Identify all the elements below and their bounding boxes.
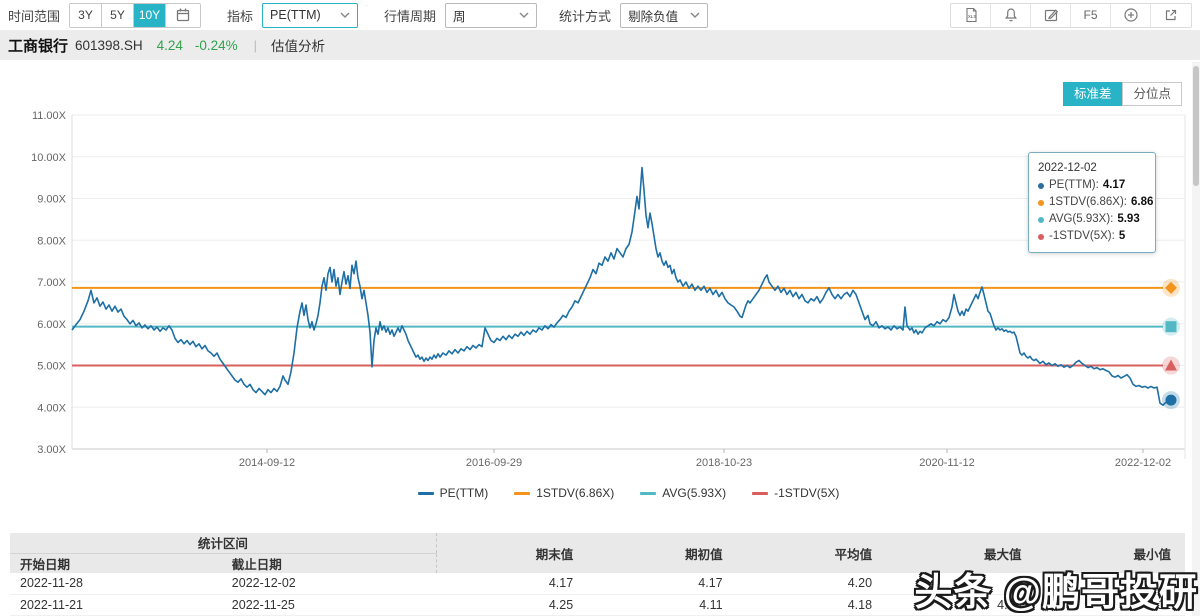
table-cell: 2022-11-28 bbox=[10, 573, 222, 594]
stock-code: 601398.SH bbox=[75, 38, 143, 53]
svg-text:2018-10-23: 2018-10-23 bbox=[696, 457, 752, 469]
time-range-label: 时间范围 bbox=[8, 6, 60, 25]
svg-text:2020-11-12: 2020-11-12 bbox=[919, 457, 974, 469]
svg-text:5.00X: 5.00X bbox=[37, 361, 66, 373]
tooltip-row-pe: PE(TTM): 4.17 bbox=[1038, 177, 1146, 194]
legend-item-stdv-minus[interactable]: -1STDV(5X) bbox=[752, 486, 839, 500]
period-label: 行情周期 bbox=[384, 6, 436, 25]
svg-text:4.00X: 4.00X bbox=[37, 402, 66, 414]
pe-dot-icon bbox=[1038, 183, 1044, 189]
stock-info-bar: 工商银行 601398.SH 4.24 -0.24% | 估值分析 bbox=[0, 30, 1200, 60]
column-header-4: 平均值 bbox=[737, 533, 886, 573]
column-header-2: 期末值 bbox=[436, 533, 587, 573]
indicator-label: 指标 bbox=[227, 6, 253, 25]
table-cell: 4.17 bbox=[436, 573, 587, 594]
stock-name: 工商银行 bbox=[8, 35, 68, 56]
vertical-scrollbar[interactable] bbox=[1192, 62, 1200, 616]
legend-item-stdv-plus[interactable]: 1STDV(6.86X) bbox=[514, 486, 614, 500]
table-cell: 4.17 bbox=[587, 573, 736, 594]
indicator-select[interactable]: PE(TTM) bbox=[262, 3, 358, 28]
calendar-button[interactable] bbox=[166, 4, 200, 27]
stat-method-value: 剔除负值 bbox=[628, 6, 678, 25]
edit-pencil-icon bbox=[1043, 7, 1059, 23]
range-button-5y[interactable]: 5Y bbox=[102, 4, 134, 27]
tooltip-row-stdv-plus: 1STDV(6.86X): 6.86 bbox=[1038, 194, 1146, 211]
stock-price: 4.24 bbox=[157, 38, 183, 53]
toggle-standard-deviation[interactable]: 标准差 bbox=[1063, 82, 1123, 106]
column-header-3: 期初值 bbox=[587, 533, 736, 573]
table-cell: 4.20 bbox=[737, 573, 886, 594]
tooltip-row-avg: AVG(5.93X): 5.93 bbox=[1038, 211, 1146, 228]
pe-valuation-chart[interactable]: 11.00X 10.00X 9.00X 8.00X 7.00X 6.00X 5.00X 4.0… bbox=[0, 60, 1200, 525]
alert-button[interactable] bbox=[991, 4, 1031, 27]
tooltip-date: 2022-12-02 bbox=[1038, 160, 1146, 177]
range-button-3y[interactable]: 3Y bbox=[70, 4, 102, 27]
svg-text:9.00X: 9.00X bbox=[37, 194, 66, 206]
external-link-icon bbox=[1163, 7, 1179, 23]
stat-interval-group-header: 统计区间 bbox=[10, 533, 436, 553]
legend-item-pe[interactable]: PE(TTM) bbox=[418, 486, 489, 500]
chart-legend: PE(TTM) 1STDV(6.86X) AVG(5.93X) -1STDV(5… bbox=[72, 486, 1185, 500]
avg-line-swatch bbox=[640, 492, 656, 495]
svg-text:2016-09-29: 2016-09-29 bbox=[466, 457, 522, 469]
chevron-down-icon bbox=[340, 12, 350, 18]
stdv-plus-dot-icon bbox=[1038, 200, 1044, 206]
stdv-minus-dot-icon bbox=[1038, 234, 1044, 240]
refresh-f5-button[interactable]: F5 bbox=[1071, 4, 1111, 27]
edit-button[interactable] bbox=[1031, 4, 1071, 27]
scrollbar-thumb[interactable] bbox=[1193, 66, 1199, 186]
stdv-minus-line-swatch bbox=[752, 492, 768, 495]
svg-text:2014-09-12: 2014-09-12 bbox=[239, 457, 295, 469]
column-header-1: 截止日期 bbox=[222, 553, 437, 573]
tooltip-row-stdv-minus: -1STDV(5X): 5 bbox=[1038, 228, 1146, 245]
divider: | bbox=[254, 38, 257, 53]
legend-item-avg[interactable]: AVG(5.93X) bbox=[640, 486, 726, 500]
chevron-down-icon bbox=[690, 12, 700, 18]
xls-file-icon: XLS bbox=[963, 7, 979, 23]
stat-method-label: 统计方式 bbox=[559, 6, 611, 25]
svg-text:7.00X: 7.00X bbox=[37, 277, 66, 289]
stock-change-percent: -0.24% bbox=[195, 38, 238, 53]
chart-mode-toggle: 标准差 分位点 bbox=[1063, 82, 1182, 106]
valuation-chart-area[interactable]: 11.00X 10.00X 9.00X 8.00X 7.00X 6.00X 5.00X 4.0… bbox=[0, 60, 1200, 525]
table-cell: 4.25 bbox=[436, 594, 587, 615]
top-toolbar: 时间范围 3Y 5Y 10Y 指标 PE(TTM) 行情周期 周 统计方式 剔除… bbox=[0, 0, 1200, 30]
svg-text:XLS: XLS bbox=[968, 14, 976, 19]
svg-text:10.00X: 10.00X bbox=[31, 152, 67, 164]
svg-text:3.00X: 3.00X bbox=[37, 444, 66, 456]
bell-icon bbox=[1003, 7, 1019, 23]
chevron-down-icon bbox=[519, 12, 529, 18]
table-cell: 2022-11-21 bbox=[10, 594, 222, 615]
plus-circle-icon bbox=[1123, 7, 1139, 23]
toolbar-icon-bar: XLS F5 bbox=[950, 3, 1192, 28]
open-external-button[interactable] bbox=[1151, 4, 1191, 27]
period-value: 周 bbox=[453, 6, 466, 25]
toggle-percentile[interactable]: 分位点 bbox=[1122, 82, 1182, 106]
calendar-icon bbox=[175, 7, 191, 23]
svg-text:2022-12-02: 2022-12-02 bbox=[1115, 457, 1171, 469]
stdv-plus-line-swatch bbox=[514, 492, 530, 495]
range-button-10y[interactable]: 10Y bbox=[134, 4, 166, 27]
export-xls-button[interactable]: XLS bbox=[951, 4, 991, 27]
pe-line-swatch bbox=[418, 492, 434, 495]
time-range-button-group: 3Y 5Y 10Y bbox=[69, 3, 201, 28]
svg-text:11.00X: 11.00X bbox=[32, 110, 67, 122]
add-button[interactable] bbox=[1111, 4, 1151, 27]
table-cell: 4.18 bbox=[737, 594, 886, 615]
watermark: 头条 @鹏哥投研 bbox=[914, 561, 1198, 616]
avg-dot-icon bbox=[1038, 217, 1044, 223]
table-cell: 2022-12-02 bbox=[222, 573, 437, 594]
table-cell: 2022-11-25 bbox=[222, 594, 437, 615]
tab-valuation-analysis[interactable]: 估值分析 bbox=[271, 35, 325, 55]
table-cell: 4.11 bbox=[587, 594, 736, 615]
column-header-0: 开始日期 bbox=[10, 553, 222, 573]
svg-text:8.00X: 8.00X bbox=[37, 235, 66, 247]
svg-text:6.00X: 6.00X bbox=[37, 319, 66, 331]
indicator-value: PE(TTM) bbox=[270, 8, 321, 22]
stat-method-select[interactable]: 剔除负值 bbox=[620, 3, 708, 28]
chart-tooltip: 2022-12-02 PE(TTM): 4.17 1STDV(6.86X): 6… bbox=[1028, 152, 1156, 253]
period-select[interactable]: 周 bbox=[445, 3, 537, 28]
